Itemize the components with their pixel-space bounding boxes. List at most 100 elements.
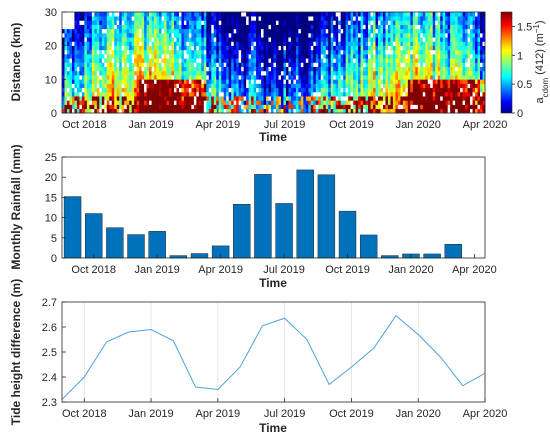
heatmap-cell [338, 75, 341, 80]
heatmap-cell [475, 41, 478, 46]
heatmap-cell [198, 28, 202, 34]
heatmap-cell [472, 83, 476, 89]
heatmap-cell [131, 20, 135, 25]
heatmap-cell [89, 37, 93, 42]
heatmap-cell [447, 62, 451, 68]
heatmap-cell [121, 70, 125, 76]
heatmap-cell [178, 75, 182, 80]
heatmap-cell [373, 28, 376, 34]
heatmap-cell [71, 104, 75, 110]
heatmap-cell [455, 104, 458, 110]
heatmap-cell [144, 104, 147, 110]
heatmap-cell [228, 62, 232, 68]
heatmap-cell [271, 100, 274, 105]
heatmap-cell [241, 91, 244, 97]
heatmap-cell [390, 58, 394, 63]
heatmap-cell [74, 66, 78, 72]
heatmap-cell [79, 96, 83, 101]
heatmap-cell [188, 33, 192, 38]
heatmap-cell [350, 16, 354, 21]
tide-ylabel: Tide height difference (m) [9, 279, 23, 425]
heatmap-cell [203, 12, 207, 17]
heatmap-cell [430, 83, 434, 89]
heatmap-cell [208, 41, 212, 46]
heatmap-cell [338, 108, 341, 114]
heatmap-cell [285, 16, 289, 21]
heatmap-cell [385, 75, 389, 80]
heatmap-cell [126, 24, 130, 30]
heatmap-cell [380, 24, 384, 30]
heatmap-cell [390, 16, 394, 21]
heatmap-cell [66, 33, 70, 38]
heatmap-cell [109, 104, 113, 110]
heatmap-cell [308, 62, 312, 68]
heatmap-cell [253, 91, 257, 97]
heatmap-cell [84, 62, 88, 68]
heatmap-cell [62, 54, 65, 59]
heatmap-cell [201, 28, 205, 34]
heatmap-cell [445, 41, 448, 46]
heatmap-cell [256, 70, 259, 76]
heatmap-cell [263, 96, 267, 101]
heatmap-cell [288, 49, 292, 55]
heatmap-cell [251, 62, 254, 68]
heatmap-cell [216, 100, 220, 105]
heatmap-cell [71, 79, 75, 84]
heatmap-cell [206, 20, 210, 25]
heatmap-cell [178, 24, 182, 30]
heatmap-cell [196, 96, 200, 101]
heatmap-cell [300, 49, 304, 55]
heatmap-cell [477, 24, 481, 30]
heatmap-cell [146, 83, 150, 89]
heatmap-cell [295, 66, 299, 72]
heatmap-cell [233, 104, 237, 110]
heatmap-cell [285, 37, 289, 42]
heatmap-cell [330, 54, 334, 59]
heatmap-cell [475, 91, 478, 97]
heatmap-cell [181, 28, 185, 34]
heatmap-cell [248, 91, 252, 97]
heatmap-cell [161, 54, 165, 59]
heatmap-cell [233, 62, 237, 68]
heatmap-cell [236, 45, 239, 51]
heatmap-cell [263, 100, 267, 105]
heatmap-cell [186, 62, 190, 68]
heatmap-cell [420, 24, 424, 30]
heatmap-cell [442, 58, 446, 63]
rainfall-ytick-label: 5 [51, 233, 57, 245]
heatmap-cell [335, 49, 339, 55]
heatmap-cell [263, 45, 267, 51]
heatmap-cell [378, 12, 381, 17]
heatmap-cell [246, 75, 249, 80]
heatmap-cell [159, 79, 162, 84]
heatmap-cell [385, 91, 389, 97]
heatmap-cell [447, 33, 451, 38]
heatmap-cell [422, 58, 426, 63]
heatmap-cell [310, 70, 314, 76]
heatmap-cell [452, 70, 456, 76]
heatmap-cell [420, 41, 424, 46]
heatmap-cell [278, 20, 282, 25]
heatmap-cell [76, 37, 80, 42]
heatmap-cell [295, 108, 299, 114]
heatmap-cell [263, 70, 267, 76]
heatmap-cell [124, 66, 127, 72]
heatmap-cell [410, 100, 414, 105]
heatmap-cell [166, 79, 170, 84]
heatmap-cell [266, 37, 269, 42]
heatmap-cell [330, 70, 334, 76]
heatmap-cell [440, 79, 443, 84]
heatmap-cell [243, 79, 247, 84]
heatmap-cell [231, 108, 234, 114]
heatmap-cell [472, 58, 476, 63]
heatmap-cell [425, 58, 429, 63]
heatmap-cell [385, 70, 389, 76]
heatmap-cell [208, 58, 212, 63]
heatmap-cell [482, 79, 486, 84]
heatmap-cell [295, 24, 299, 30]
heatmap-cell [104, 16, 108, 21]
heatmap-cell [328, 100, 332, 105]
heatmap-cell [198, 16, 202, 21]
heatmap-cell [300, 20, 304, 25]
heatmap-cell [171, 70, 175, 76]
